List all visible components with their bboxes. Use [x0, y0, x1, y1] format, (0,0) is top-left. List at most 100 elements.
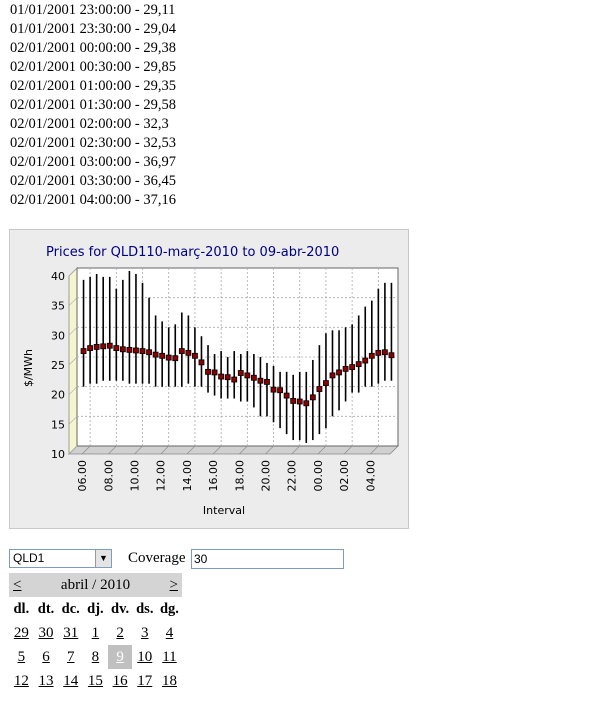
price-chart-svg: Prices for QLD110-març-2010 to 09-abr-20… [22, 245, 399, 517]
chart-point [152, 351, 159, 358]
chart-point [192, 352, 198, 359]
chart-x-tick-label: 16.00 [207, 460, 220, 492]
calendar-day[interactable]: 4 [165, 625, 174, 641]
calendar-weekday: dg. [159, 601, 179, 617]
calendar-day[interactable]: 5 [17, 649, 26, 665]
calendar-day[interactable]: 13 [38, 673, 54, 689]
chart-point [205, 368, 211, 375]
chart-wall-gridline [68, 267, 78, 277]
price-list-row: 01/01/2001 23:30:00 - 29,04 [10, 21, 176, 37]
calendar-day[interactable]: 15 [87, 673, 103, 689]
calendar-prev-month-link[interactable]: < [13, 577, 22, 593]
chart-x-tick [265, 445, 274, 455]
price-list-row: 01/01/2001 23:00:00 - 29,11 [10, 2, 176, 18]
chart-x-tick [186, 445, 196, 455]
price-list-row: 02/01/2001 00:30:00 - 29,85 [10, 59, 176, 75]
chart-point [93, 344, 100, 350]
chart-point [309, 394, 316, 401]
price-list-row: 02/01/2001 02:30:00 - 32,53 [10, 135, 176, 151]
chart-point [329, 372, 336, 379]
region-select-value: QLD1 [13, 551, 45, 565]
chart-point [172, 355, 179, 362]
calendar-weekday: dj. [87, 601, 104, 617]
chart-x-axis-label: Interval [203, 504, 245, 517]
chart-point [277, 387, 283, 394]
price-list-row: 02/01/2001 00:00:00 - 29,38 [10, 40, 176, 56]
chart-point [178, 348, 185, 354]
chart-point [100, 343, 107, 350]
chart-x-tick [291, 445, 300, 455]
calendar-day[interactable]: 1 [91, 625, 100, 641]
chart-point [87, 345, 94, 351]
chart-x-tick [239, 445, 248, 455]
chevron-down-icon[interactable]: ▼ [95, 550, 111, 567]
calendar: < abril / 2010 > dl. dt. dc. dj. dv. ds. dg. 29… [9, 573, 182, 693]
chart-point [244, 372, 251, 379]
calendar-day[interactable]: 2 [116, 625, 124, 641]
chart-x-tick-label: 06.00 [76, 460, 89, 492]
chart-point [290, 398, 297, 404]
price-list-row: 02/01/2001 04:00:00 - 37,16 [10, 192, 176, 208]
calendar-day[interactable]: 7 [66, 649, 75, 665]
calendar-grid: dl. dt. dc. dj. dv. ds. dg. 29 30 31 1 2 3 4 5 6 7 8 9 10 11… [9, 597, 182, 693]
chart-y-tick-label: 35 [51, 300, 65, 313]
calendar-day[interactable]: 30 [38, 625, 54, 641]
region-select[interactable]: QLD1 ▼ [9, 549, 112, 568]
chart-point [303, 400, 310, 407]
calendar-day[interactable]: 10 [137, 649, 153, 665]
chart-x-tick-label: 10.00 [129, 460, 142, 492]
chart-point [375, 349, 382, 356]
calendar-day[interactable]: 17 [137, 673, 153, 689]
chart-y-tick-label: 15 [51, 418, 65, 431]
chart-point [106, 342, 113, 349]
chart-x-tick-label: 14.00 [181, 460, 194, 492]
price-list-row: 02/01/2001 02:00:00 - 32,3 [10, 116, 169, 132]
calendar-day[interactable]: 12 [13, 673, 29, 689]
calendar-month-title: abril / 2010 [60, 577, 131, 593]
price-list-row: 02/01/2001 01:00:00 - 29,35 [10, 78, 176, 94]
calendar-header: < abril / 2010 > [9, 573, 182, 597]
chart-wall-gridline [68, 327, 78, 336]
chart-point [198, 359, 205, 366]
calendar-day-selected[interactable]: 9 [107, 645, 133, 669]
calendar-day[interactable]: 3 [141, 625, 149, 641]
calendar-day[interactable]: 16 [112, 673, 128, 689]
calendar-weekday: dl. [13, 601, 30, 617]
chart-wall-gridline [68, 297, 78, 306]
chart-point [113, 345, 120, 351]
chart-point [355, 361, 362, 368]
chart-floor [68, 445, 399, 455]
chart-point [159, 352, 166, 359]
calendar-day[interactable]: 11 [162, 649, 177, 665]
chart-point [146, 349, 152, 356]
chart-point [257, 377, 264, 384]
chart-point [185, 349, 192, 356]
chart-point [264, 379, 270, 385]
chart-point [368, 352, 375, 359]
chart-point [283, 392, 290, 399]
chart-wall-gridline [68, 356, 78, 366]
chart-x-tick [108, 445, 117, 455]
calendar-day[interactable]: 18 [161, 673, 177, 689]
chart-point [165, 354, 172, 361]
chart-point [349, 364, 356, 370]
calendar-next-month-link[interactable]: > [169, 577, 178, 593]
chart-x-tick [317, 445, 327, 455]
chart-y-tick-label: 20 [51, 389, 65, 402]
calendar-weekday: dt. [37, 601, 55, 617]
chart-wall-gridline [68, 416, 78, 425]
chart-x-tick-label: 08.00 [102, 460, 115, 492]
chart-point [139, 348, 146, 354]
calendar-day[interactable]: 29 [13, 625, 29, 641]
calendar-day[interactable]: 8 [91, 649, 100, 665]
chart-point [218, 373, 225, 380]
price-list-row: 02/01/2001 03:00:00 - 36,97 [10, 154, 176, 170]
coverage-input[interactable] [191, 549, 344, 569]
chart-y-axis-label: $/MWh [22, 349, 35, 387]
chart-wall-gridline [68, 445, 78, 455]
chart-x-tick [370, 445, 379, 455]
calendar-day[interactable]: 14 [63, 673, 79, 689]
chart-y-tick-label: 30 [51, 329, 65, 342]
calendar-day[interactable]: 6 [42, 649, 50, 665]
calendar-day[interactable]: 31 [63, 625, 79, 641]
